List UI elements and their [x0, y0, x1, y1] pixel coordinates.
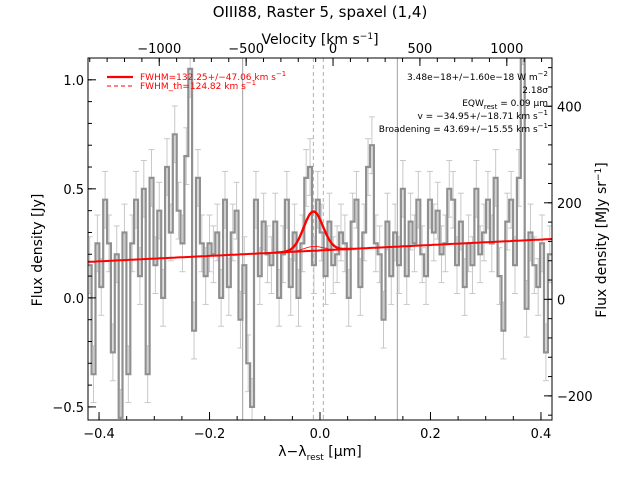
- x-tick-label: 0.0: [310, 427, 331, 442]
- y-tick-label: 0.0: [63, 292, 84, 307]
- top-tick-label: −1000: [137, 42, 181, 57]
- fit-baseline-line: [88, 238, 552, 263]
- top-tick-label: 1000: [490, 42, 523, 57]
- bottom-axis-title: λ−λrest [μm]: [278, 444, 362, 463]
- annotation-eqw: EQWrest = 0.09 μm: [462, 99, 548, 111]
- right-tick-label: −200: [557, 390, 593, 405]
- annotation-velocity: v = −34.95+/−18.71 km s−1: [418, 109, 549, 122]
- top-tick-label: 500: [408, 42, 433, 57]
- x-tick-label: 0.4: [531, 427, 552, 442]
- legend: FWHM=132.25+/−47.06 km s−1 FWHM_th=124.8…: [107, 70, 286, 92]
- right-tick-label: 0: [557, 293, 565, 308]
- y-tick-label: −0.5: [52, 401, 84, 416]
- y-tick-label: 1.0: [63, 74, 84, 89]
- right-tick-label: 200: [557, 197, 582, 212]
- data-step-line: [88, 58, 552, 419]
- top-tick-label: 0: [329, 42, 337, 57]
- fit-theoretical-line: [274, 246, 352, 254]
- x-tick-label: 0.2: [420, 427, 441, 442]
- axes: −0.4 −0.2 0.0 0.2 0.4 −1000 −500 0 500 1000 −0.5 0.…: [52, 42, 592, 442]
- y-tick-label: 0.5: [63, 183, 84, 198]
- left-axis-title: Flux density [Jy]: [30, 194, 46, 307]
- annotation-broadening: Broadening = 43.69+/−15.55 km s−1: [379, 122, 548, 135]
- x-tick-label: −0.2: [194, 427, 226, 442]
- legend-fit-label: FWHM=132.25+/−47.06 km s−1: [140, 70, 286, 83]
- annotation-sigma: 2.18σ: [522, 86, 548, 96]
- plot-inner: [88, 58, 552, 420]
- legend-theory-label: FWHM_th=124.82 km s−1: [140, 79, 256, 92]
- x-tick-label: −0.4: [83, 427, 115, 442]
- fit-annotations: 3.48e−18+/−1.60e−18 W m−2 2.18σ EQWrest …: [379, 70, 548, 135]
- top-tick-label: −500: [228, 42, 264, 57]
- annotation-flux: 3.48e−18+/−1.60e−18 W m−2: [407, 70, 548, 83]
- plot-area: [88, 58, 552, 420]
- top-axis-title: Velocity [km s−1]: [261, 32, 378, 48]
- fit-gaussian-line: [274, 210, 352, 254]
- right-tick-label: 400: [557, 100, 582, 115]
- chart-title: OIII88, Raster 5, spaxel (1,4): [213, 3, 428, 21]
- right-axis-title: Flux density [MJy sr−1]: [594, 162, 610, 318]
